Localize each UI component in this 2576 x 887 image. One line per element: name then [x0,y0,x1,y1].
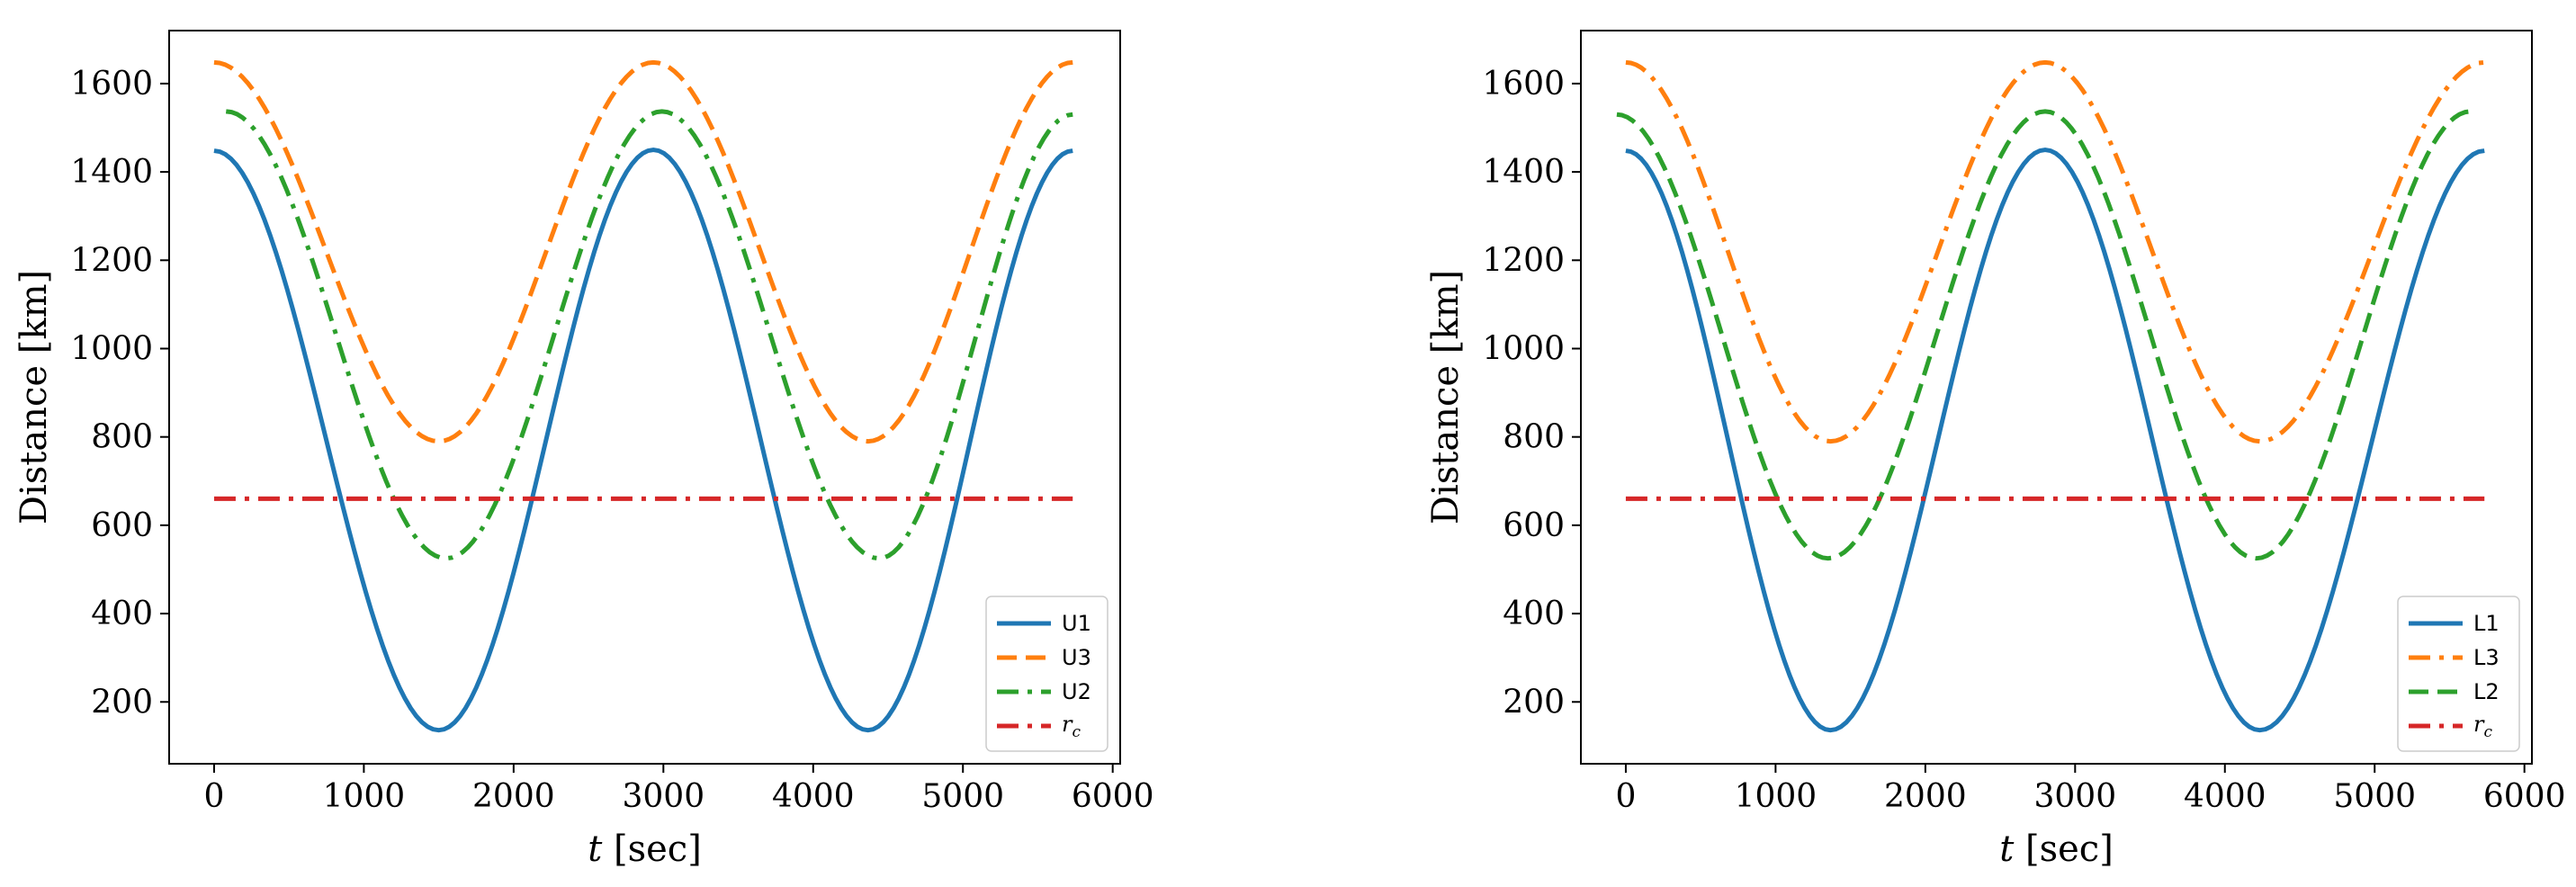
legend-label-base: r [2473,712,2485,737]
y-tick-label: 1600 [70,66,153,103]
y-axis-label: Distance [km] [1425,270,1467,524]
x-axis-label: t [sec] [588,829,702,870]
x-axis-label: t [sec] [1999,829,2114,870]
legend-label-rc: rc [1062,712,1081,741]
x-tick-label: 5000 [921,778,1004,815]
legend-label-l3: L3 [2473,645,2500,670]
series-line-u3 [213,59,1073,444]
legend-label-u3: U3 [1062,645,1091,670]
y-tick-label: 1400 [1482,154,1565,191]
x-tick-label: 4000 [772,778,855,815]
axes-frame [1580,30,2533,765]
x-axis-unit: [sec] [614,829,702,870]
x-axis-variable: t [1999,829,2015,870]
y-tick-label: 800 [1503,419,1565,456]
series-line-l3 [1625,59,2485,444]
series-line-u1 [213,148,1073,733]
x-tick-label: 5000 [2333,778,2416,815]
legend-box [985,596,1108,752]
x-tick-label: 2000 [472,778,555,815]
y-tick-label: 600 [1503,507,1565,544]
y-axis-label: Distance [km] [13,270,55,524]
x-tick-label: 3000 [2033,778,2116,815]
x-tick-label: 4000 [2184,778,2266,815]
x-axis-space [2014,829,2025,870]
series-line-u2 [225,109,1073,561]
y-tick-label: 400 [91,596,153,632]
y-tick-label: 1200 [1482,242,1565,279]
legend-label-u2: U2 [1062,679,1091,704]
x-tick-label: 1000 [1735,778,1818,815]
legend-label-rc: rc [2473,712,2492,741]
x-axis-space [602,829,614,870]
legend-label-subscript: c [1072,723,1081,741]
series-line-l2 [1616,109,2472,561]
axes-frame [168,30,1121,765]
legend-label-base: r [1062,712,1073,737]
y-tick-label: 200 [91,684,153,721]
x-axis-variable: t [588,829,603,870]
chart-panel-right: 0 1000 2000 3000 4000 5000 6000 200 400 600 800 100… [1425,30,2566,870]
y-tick-label: 1000 [70,330,153,367]
y-tick-label: 800 [91,419,153,456]
x-tick-label: 0 [203,778,224,815]
x-tick-label: 0 [1615,778,1636,815]
y-tick-label: 200 [1503,684,1565,721]
y-tick-label: 1400 [70,154,153,191]
x-tick-label: 1000 [323,778,406,815]
x-tick-label: 6000 [1072,778,1154,815]
y-tick-label: 600 [91,507,153,544]
legend-label-l2: L2 [2473,679,2500,704]
y-tick-label: 1200 [70,242,153,279]
x-axis-unit: [sec] [2025,829,2114,870]
chart-panel-left: 0 1000 2000 3000 4000 5000 6000 200 400 600 800 100… [13,30,1154,870]
y-tick-label: 1000 [1482,330,1565,367]
series-line-l1 [1625,148,2485,733]
legend-label-l1: L1 [2473,611,2500,636]
x-tick-label: 2000 [1884,778,1967,815]
legend-label-u1: U1 [1062,611,1091,636]
legend-label-subscript: c [2483,723,2492,741]
y-tick-label: 400 [1503,596,1565,632]
x-tick-label: 6000 [2483,778,2566,815]
legend-box [2397,596,2520,752]
y-tick-label: 1600 [1482,66,1565,103]
x-tick-label: 3000 [622,778,705,815]
